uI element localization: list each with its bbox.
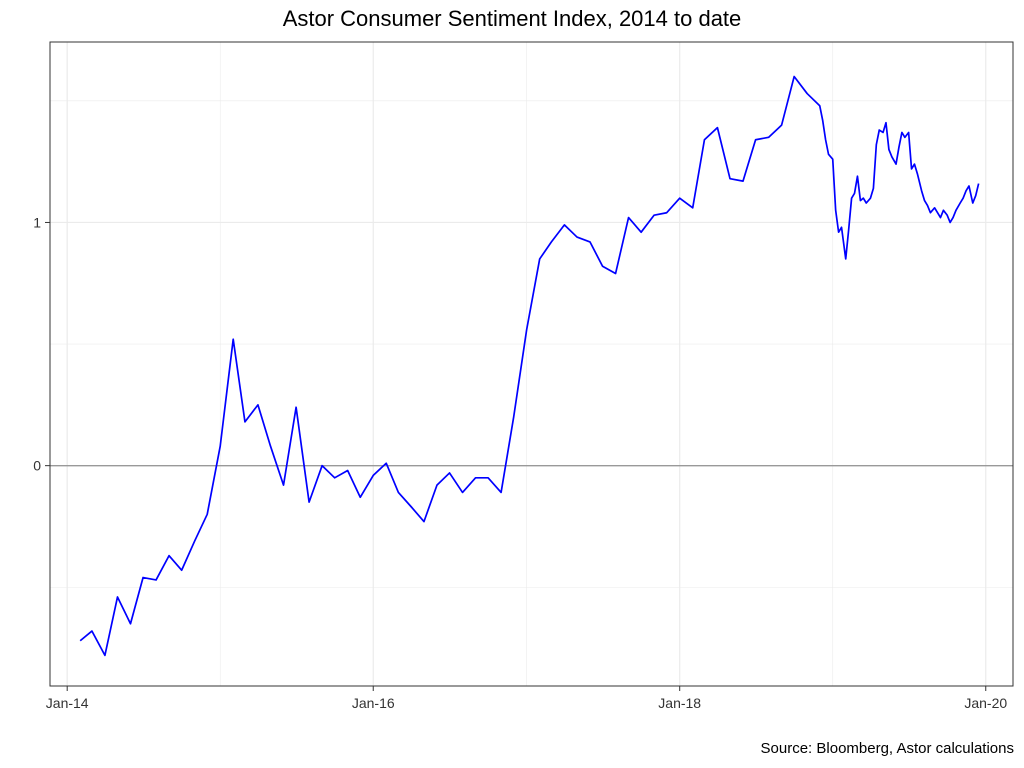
plot-border — [49, 41, 1014, 687]
series-line — [79, 75, 980, 657]
x-tick-label: Jan-18 — [658, 695, 701, 711]
x-axis: Jan-14 Jan-16 Jan-18 Jan-20 — [46, 686, 1007, 711]
x-tick-label: Jan-16 — [352, 695, 395, 711]
x-tick-label: Jan-20 — [964, 695, 1007, 711]
chart-title: Astor Consumer Sentiment Index, 2014 to … — [282, 6, 742, 31]
source-note: Source: Bloomberg, Astor calculations — [760, 740, 1014, 757]
plot-panel — [50, 42, 1013, 686]
y-tick-label: 1 — [33, 214, 41, 230]
x-tick-label: Jan-14 — [46, 695, 89, 711]
y-tick-label: 0 — [33, 458, 41, 474]
y-axis: 01 — [33, 214, 50, 474]
